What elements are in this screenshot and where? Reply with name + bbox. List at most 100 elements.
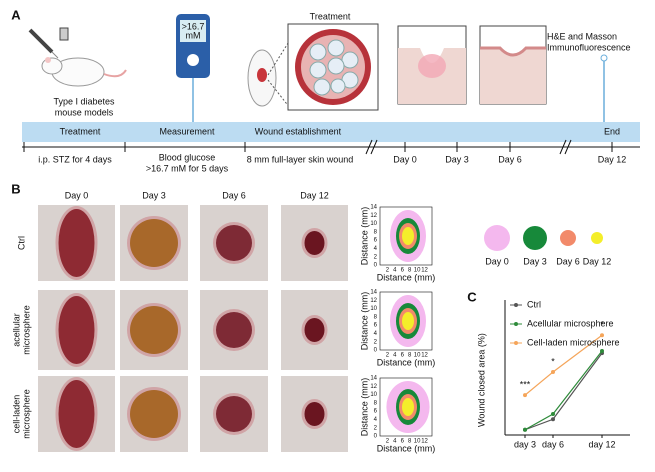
contour-y-tick: 8 (374, 229, 378, 235)
contour-y-tick: 12 (370, 213, 377, 219)
row-label: acellular (11, 313, 21, 347)
row-label: Ctrl (16, 236, 26, 250)
skin-section (397, 25, 547, 105)
contour-y-tick: 14 (370, 290, 377, 296)
legend-swatch (560, 230, 576, 246)
end-marker (600, 54, 608, 62)
contour-y-tick: 14 (370, 205, 377, 211)
legend-label: Cell-laden microsphere (527, 337, 620, 347)
data-point (551, 412, 555, 416)
contour-y-tick: 2 (374, 425, 378, 431)
contour-x-tick: 2 (386, 439, 390, 445)
contour-y-tick: 12 (370, 384, 377, 390)
contour-y-tick: 12 (370, 298, 377, 304)
timeline-breaks (23, 139, 613, 155)
wound (130, 219, 178, 267)
contour-y-tick: 2 (374, 254, 378, 260)
significance: * (600, 320, 604, 330)
data-point (551, 417, 555, 422)
label: i.p. STZ for 4 days (38, 154, 112, 164)
column-header: Day 12 (300, 190, 329, 200)
contour-y-label: Distance (mm) (359, 292, 369, 351)
label: Type I diabetes (53, 96, 115, 106)
contour-x-tick: 12 (421, 268, 428, 274)
contour-x-tick: 4 (393, 439, 397, 445)
column-header: Day 6 (222, 190, 246, 200)
wound (304, 318, 325, 342)
wound-mouse (247, 39, 291, 109)
data-point (523, 393, 527, 398)
contour-y-tick: 8 (374, 314, 378, 320)
legend-label: Day 12 (583, 256, 612, 266)
contour-x-tick: 6 (401, 439, 405, 445)
contour-y-tick: 0 (374, 263, 378, 269)
data-point (523, 427, 527, 432)
column-header: Day 3 (142, 190, 166, 200)
label: >16.7 mM for 5 days (146, 163, 229, 173)
glucose-meter (176, 14, 210, 122)
label: Immunofluorescence (547, 42, 631, 52)
contour-x-tick: 12 (421, 439, 428, 445)
label: mM (186, 30, 201, 40)
timeline-day: Day 12 (598, 154, 627, 164)
x-tick-label: day 6 (542, 439, 564, 449)
contour-y-tick: 10 (370, 392, 377, 398)
contour-x-label: Distance (mm) (377, 272, 436, 282)
label: H&E and Masson (547, 31, 617, 41)
significance: * (551, 356, 555, 366)
contour-x-label: Distance (mm) (377, 443, 436, 453)
y-axis-label: Wound closed area (%) (476, 333, 486, 427)
contour-y-tick: 10 (370, 221, 377, 227)
contour-y-tick: 6 (374, 409, 378, 415)
contour-area (402, 227, 414, 245)
contour-x-tick: 4 (393, 353, 397, 359)
timeline-stage: Treatment (60, 126, 101, 136)
wound (304, 231, 325, 255)
contour-y-tick: 0 (374, 434, 378, 440)
timeline-day: Day 3 (445, 154, 469, 164)
contour-area (402, 312, 414, 330)
contour-x-tick: 8 (408, 268, 412, 274)
legend-label: Day 3 (523, 256, 547, 266)
timeline-stage: Wound establishment (255, 126, 342, 136)
contour-y-tick: 6 (374, 323, 378, 329)
contour-x-tick: 4 (393, 268, 397, 274)
treatment-box (287, 23, 379, 111)
contour-x-tick: 8 (408, 439, 412, 445)
timeline-day: Day 0 (393, 154, 417, 164)
row-label: cell-laden (11, 395, 21, 434)
wound (304, 402, 325, 426)
label: Blood glucose (159, 152, 216, 162)
wound (216, 312, 252, 348)
column-header: Day 0 (65, 190, 89, 200)
significance: *** (520, 379, 531, 389)
timeline-band (22, 122, 640, 142)
contour-x-tick: 2 (386, 268, 390, 274)
row-label: microsphere (21, 389, 31, 439)
data-point (600, 349, 604, 353)
x-tick-label: day 12 (588, 439, 615, 449)
legend-marker (514, 303, 518, 307)
wound (58, 209, 95, 277)
contour-x-tick: 6 (401, 268, 405, 274)
panel-label: B (11, 181, 20, 196)
wound (58, 380, 95, 448)
x-tick-label: day 3 (514, 439, 536, 449)
contour-y-tick: 2 (374, 339, 378, 345)
wound (58, 296, 95, 364)
legend-marker (514, 322, 518, 326)
wound (216, 225, 252, 261)
legend-label: Ctrl (527, 299, 541, 309)
data-point (600, 333, 604, 338)
label: >16.7 (182, 21, 205, 31)
legend-label: Acellular microsphere (527, 318, 614, 328)
contour-y-tick: 10 (370, 306, 377, 312)
series-line (524, 350, 603, 431)
contour-y-tick: 8 (374, 400, 378, 406)
contour-y-label: Distance (mm) (359, 207, 369, 266)
contour-y-tick: 14 (370, 376, 377, 382)
legend-swatch (523, 226, 547, 250)
contour-x-tick: 10 (414, 268, 421, 274)
contour-x-tick: 10 (414, 353, 421, 359)
